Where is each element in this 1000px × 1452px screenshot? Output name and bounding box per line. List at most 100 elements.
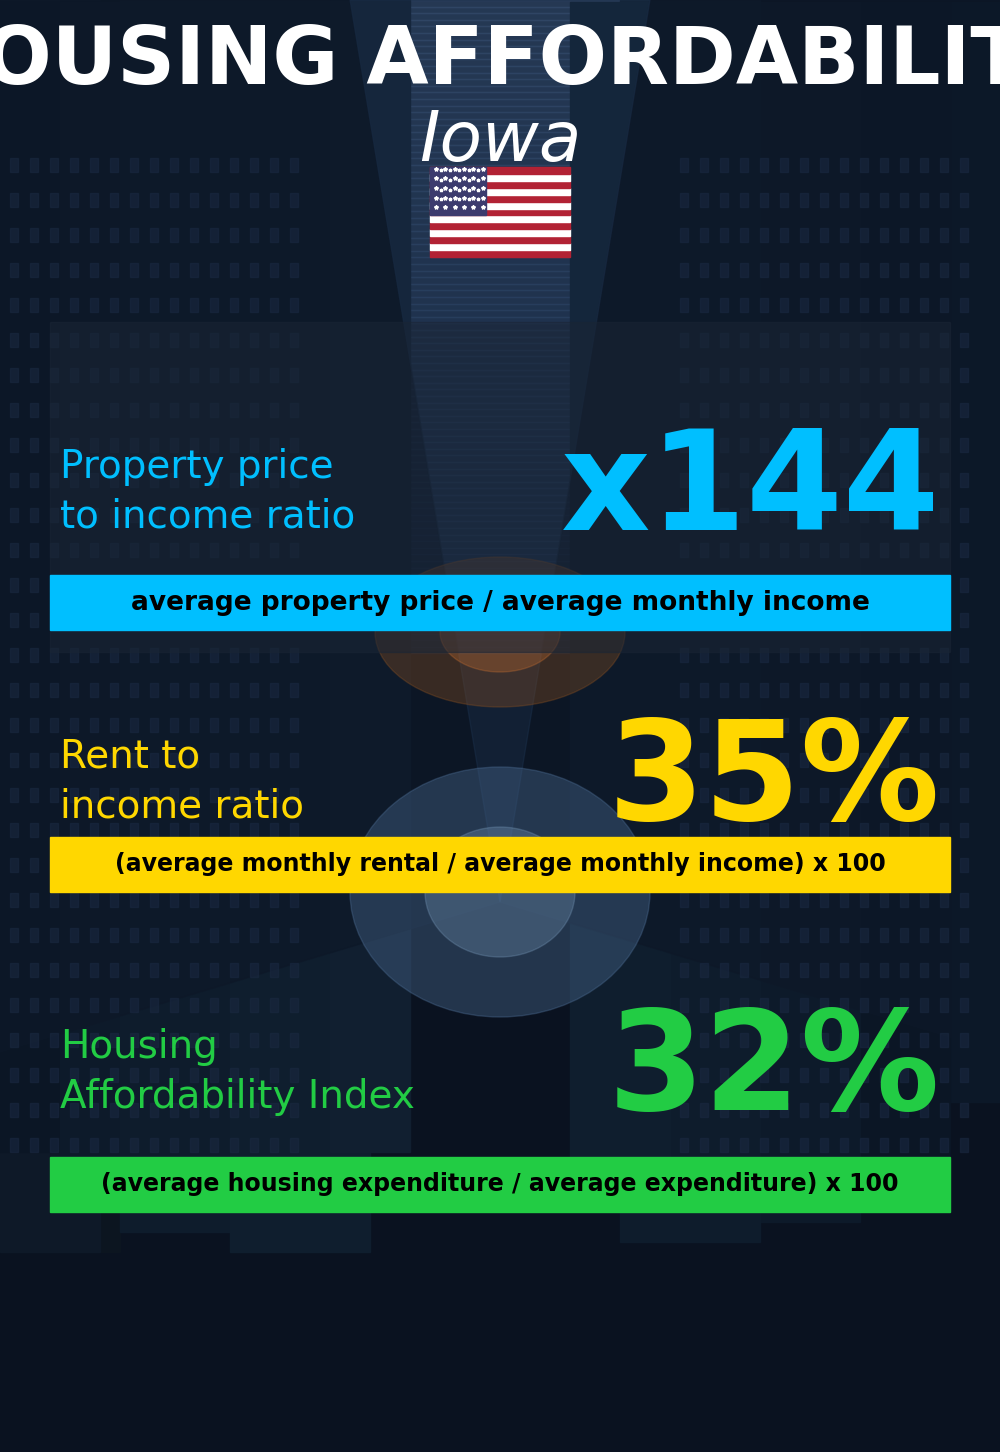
Bar <box>30 543 38 558</box>
Bar <box>800 1032 808 1047</box>
Bar <box>90 648 98 662</box>
Bar <box>740 543 748 558</box>
Bar <box>300 350 700 356</box>
Bar <box>860 333 868 347</box>
Bar <box>150 648 158 662</box>
Bar <box>150 823 158 836</box>
Bar <box>230 263 238 277</box>
Bar <box>230 367 238 382</box>
Bar <box>840 367 848 382</box>
Bar <box>300 211 700 218</box>
Bar <box>860 613 868 627</box>
Bar <box>740 613 748 627</box>
Bar <box>300 402 700 409</box>
Bar <box>10 1104 18 1117</box>
Bar <box>820 613 828 627</box>
Bar <box>190 508 198 523</box>
Bar <box>800 893 808 908</box>
Bar <box>70 823 78 836</box>
Bar <box>300 633 700 640</box>
Bar <box>300 534 700 542</box>
Bar <box>760 263 768 277</box>
Bar <box>820 928 828 942</box>
Bar <box>700 1032 708 1047</box>
Bar <box>110 998 118 1012</box>
Bar <box>210 404 218 417</box>
Bar <box>740 228 748 242</box>
Bar <box>780 1138 788 1151</box>
Bar <box>740 754 748 767</box>
Bar <box>720 439 728 452</box>
Bar <box>110 823 118 836</box>
Bar <box>700 578 708 592</box>
Bar <box>300 264 700 270</box>
Bar <box>110 682 118 697</box>
Bar <box>780 893 788 908</box>
Bar <box>300 93 700 99</box>
Bar <box>760 404 768 417</box>
Bar <box>680 193 688 208</box>
Bar <box>290 858 298 873</box>
Bar <box>900 788 908 802</box>
Bar <box>110 404 118 417</box>
Bar <box>250 473 258 486</box>
Bar <box>150 963 158 977</box>
Bar <box>760 1104 768 1117</box>
Bar <box>120 0 280 1231</box>
Bar <box>50 575 950 630</box>
Bar <box>30 788 38 802</box>
Bar <box>70 858 78 873</box>
Bar <box>250 1104 258 1117</box>
Text: 32%: 32% <box>608 1005 940 1140</box>
Bar <box>860 928 868 942</box>
Bar <box>300 283 700 290</box>
Bar <box>50 998 58 1012</box>
Bar <box>720 998 728 1012</box>
Bar <box>300 594 700 601</box>
Bar <box>210 893 218 908</box>
Bar <box>300 627 700 633</box>
Bar <box>110 1032 118 1047</box>
Bar <box>940 439 948 452</box>
Bar <box>720 893 728 908</box>
Bar <box>270 439 278 452</box>
Bar <box>290 158 298 171</box>
Bar <box>50 963 58 977</box>
Bar <box>840 543 848 558</box>
Bar <box>900 263 908 277</box>
Bar <box>300 356 700 363</box>
Bar <box>290 578 298 592</box>
Bar <box>150 228 158 242</box>
Bar <box>960 1032 968 1047</box>
Bar <box>800 333 808 347</box>
Bar <box>800 717 808 732</box>
Bar <box>50 1069 58 1082</box>
Bar <box>230 963 238 977</box>
Bar <box>920 1104 928 1117</box>
Bar <box>110 298 118 312</box>
Bar <box>300 106 700 112</box>
Bar <box>190 1104 198 1117</box>
Bar <box>860 263 868 277</box>
Bar <box>680 1069 688 1082</box>
Bar <box>860 367 868 382</box>
Bar <box>210 439 218 452</box>
Bar <box>300 86 700 93</box>
Bar <box>940 298 948 312</box>
Bar <box>50 333 58 347</box>
Bar <box>10 298 18 312</box>
Bar <box>90 1138 98 1151</box>
Bar <box>820 404 828 417</box>
Bar <box>50 263 58 277</box>
Bar <box>170 298 178 312</box>
Bar <box>50 788 58 802</box>
Bar <box>300 363 700 370</box>
Bar <box>740 1138 748 1151</box>
Bar <box>880 1138 888 1151</box>
Bar <box>130 543 138 558</box>
Bar <box>300 330 700 337</box>
Bar <box>300 73 700 80</box>
Bar <box>250 717 258 732</box>
Bar <box>720 473 728 486</box>
Bar <box>760 682 768 697</box>
